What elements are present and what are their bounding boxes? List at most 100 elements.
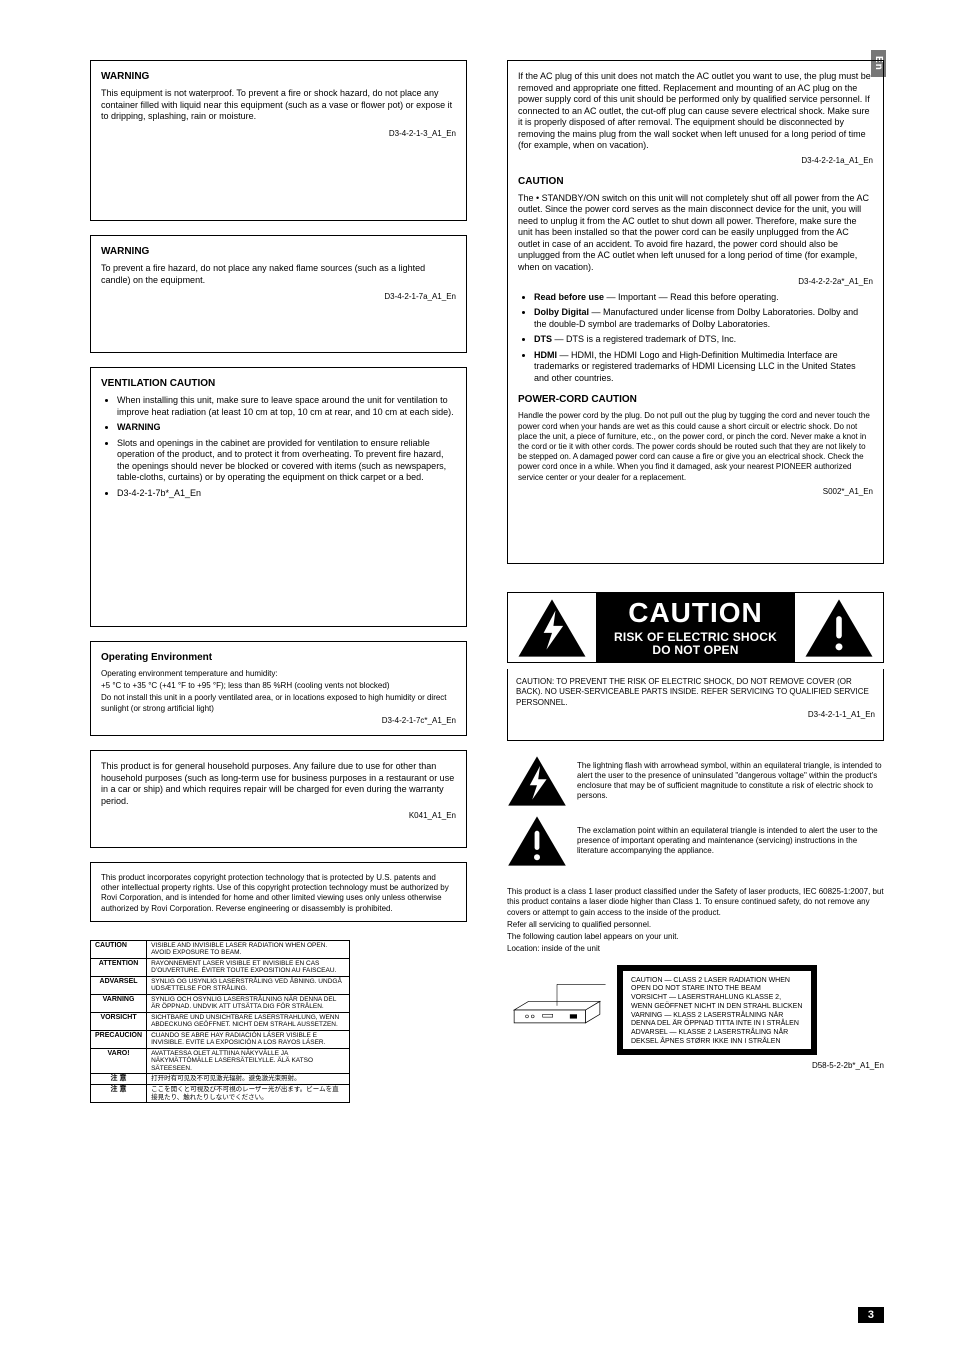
page-number: 3 (858, 1307, 884, 1323)
code: D3-4-2-2-2a*_A1_En (518, 277, 873, 287)
code: D3-4-2-1-1_A1_En (516, 710, 875, 720)
cell-txt: ここを開くと可視及び不可視のレーザー光が出ます。ビームを直接見たり、触れたりしな… (147, 1085, 350, 1103)
desc-text: The exclamation point within an equilate… (577, 826, 884, 857)
cell-txt: CUANDO SE ABRE HAY RADIACIÓN LÁSER VISIB… (147, 1030, 350, 1048)
cell-hd: 注 意 (91, 1074, 147, 1085)
table-row: ATTENTIONRAYONNEMENT LASER VISIBLE ET IN… (91, 958, 350, 976)
panel-household: This product is for general household pu… (90, 750, 467, 848)
excl-triangle-icon (804, 598, 874, 658)
right-column: If the AC plug of this unit does not mat… (507, 60, 884, 1133)
table-row: PRECAUCIÓNCUANDO SE ABRE HAY RADIACIÓN L… (91, 1030, 350, 1048)
heading: VENTILATION CAUTION (101, 378, 456, 389)
panel-ventilation: VENTILATION CAUTION When installing this… (90, 367, 467, 627)
body-text: To prevent a fire hazard, do not place a… (101, 263, 456, 286)
bullet-item: Dolby Digital — Manufactured under licen… (534, 307, 873, 330)
laser-line2: Refer all servicing to qualified personn… (507, 920, 884, 930)
cell-txt: RAYONNEMENT LASER VISIBLE ET INVISIBLE E… (147, 958, 350, 976)
code: K041_A1_En (101, 811, 456, 821)
caution-sub1: RISK OF ELECTRIC SHOCK (614, 631, 777, 644)
device-row: CAUTION — CLASS 2 LASER RADIATION WHEN O… (507, 965, 884, 1055)
symbol-row-bolt: The lightning flash with arrowhead symbo… (507, 755, 884, 807)
code: D3-4-2-1-3_A1_En (101, 129, 456, 139)
bolt-triangle-icon (517, 598, 587, 658)
body-text: This product is for general household pu… (101, 761, 456, 807)
table-row: CAUTIONVISIBLE AND INVISIBLE LASER RADIA… (91, 941, 350, 959)
caution-banner: CAUTION RISK OF ELECTRIC SHOCK DO NOT OP… (507, 592, 884, 663)
device-icon (507, 980, 607, 1040)
subheading: WARNING (117, 422, 161, 432)
panel-warning-water: WARNING This equipment is not waterproof… (90, 60, 467, 221)
table-row: 注 意ここを開くと可視及び不可視のレーザー光が出ます。ビームを直接見たり、触れた… (91, 1085, 350, 1103)
cell-txt: SYNLIG OG USYNLIG LASERSTRÅLING VED ÅBNI… (147, 976, 350, 994)
bullet-item: DTS — DTS is a registered trademark of D… (534, 334, 873, 346)
label-line: VARNING — KLASS 2 LASERSTRÅLNING NÄR DEN… (631, 1012, 803, 1030)
cell-hd: 注 意 (91, 1085, 147, 1103)
caution-block: CAUTION RISK OF ELECTRIC SHOCK DO NOT OP… (507, 592, 884, 867)
cell-txt: 打开时有可见及不可见激光辐射。避免激光束照射。 (147, 1074, 350, 1085)
panel-operating-env: Operating Environment Operating environm… (90, 641, 467, 736)
body-text: CAUTION: TO PREVENT THE RISK OF ELECTRIC… (516, 677, 875, 708)
bullet-label: DTS (534, 334, 552, 344)
bullet-item: When installing this unit, make sure to … (117, 395, 456, 418)
caution-sub2: DO NOT OPEN (652, 644, 738, 657)
table-row: VORSICHTSICHTBARE UND UNSICHTBARE LASERS… (91, 1012, 350, 1030)
laser-block: This product is a class 1 laser product … (507, 885, 884, 1073)
cell-hd: ATTENTION (91, 958, 147, 976)
panel-copyright: This product incorporates copyright prot… (90, 862, 467, 922)
left-column: WARNING This equipment is not waterproof… (90, 60, 467, 1133)
bullet-label: Read before use (534, 292, 604, 302)
cell-txt: AVATTAESSA OLET ALTTIINA NÄKYVÄLLE JA NÄ… (147, 1048, 350, 1073)
bullets: When installing this unit, make sure to … (101, 395, 456, 499)
code: D3-4-2-1-7a_A1_En (101, 292, 456, 302)
caution-body-panel: CAUTION: TO PREVENT THE RISK OF ELECTRIC… (507, 669, 884, 741)
bullet-item: WARNING (117, 422, 456, 434)
label-line: ADVARSEL — KLASSE 2 LASERSTRÅLING NÅR DE… (631, 1029, 803, 1047)
panel-plug-long: If the AC plug of this unit does not mat… (507, 60, 884, 564)
excl-triangle-wrap (795, 593, 883, 662)
laser-label-table: CAUTIONVISIBLE AND INVISIBLE LASER RADIA… (90, 940, 350, 1103)
table-row: VARO!AVATTAESSA OLET ALTTIINA NÄKYVÄLLE … (91, 1048, 350, 1073)
cell-txt: SICHTBARE UND UNSICHTBARE LASERSTRAHLUNG… (147, 1012, 350, 1030)
heading: WARNING (101, 71, 456, 82)
bullet-sub: Important — Read this before operating. (618, 292, 779, 302)
cell-hd: VORSICHT (91, 1012, 147, 1030)
line: +5 °C to +35 °C (+41 °F to +95 °F); less… (101, 681, 456, 691)
line: Operating environment temperature and hu… (101, 669, 456, 679)
bolt-triangle-wrap (508, 593, 596, 662)
black-label: CAUTION — CLASS 2 LASER RADIATION WHEN O… (617, 965, 817, 1055)
panel-warning-fire: WARNING To prevent a fire hazard, do not… (90, 235, 467, 353)
desc-text: The lightning flash with arrowhead symbo… (577, 761, 884, 802)
heading: Operating Environment (101, 652, 456, 663)
bullet-label: Dolby Digital (534, 307, 589, 317)
bolt-triangle-icon (507, 755, 567, 807)
bullet-item: D3-4-2-1-7b*_A1_En (117, 488, 456, 500)
cell-hd: PRECAUCIÓN (91, 1030, 147, 1048)
cell-txt: VISIBLE AND INVISIBLE LASER RADIATION WH… (147, 941, 350, 959)
caution-word: CAUTION (628, 599, 763, 627)
body-text: Handle the power cord by the plug. Do no… (518, 411, 873, 483)
body-text: This equipment is not waterproof. To pre… (101, 88, 456, 123)
feature-bullets: Read before use — Important — Read this … (518, 292, 873, 385)
cell-hd: VARO! (91, 1048, 147, 1073)
cell-hd: ADVARSEL (91, 976, 147, 994)
cell-hd: VARNING (91, 994, 147, 1012)
bullet-item: HDMI — HDMI, the HDMI Logo and High-Defi… (534, 350, 873, 385)
symbol-row-excl: The exclamation point within an equilate… (507, 815, 884, 867)
caution-center: CAUTION RISK OF ELECTRIC SHOCK DO NOT OP… (596, 593, 795, 662)
laser-line1: This product is a class 1 laser product … (507, 887, 884, 918)
cell-txt: SYNLIG OCH OSYNLIG LASERSTRÅLNING NÄR DE… (147, 994, 350, 1012)
table-row: VARNINGSYNLIG OCH OSYNLIG LASERSTRÅLNING… (91, 994, 350, 1012)
laser-label-location: Location: inside of the unit (507, 944, 884, 954)
code: S002*_A1_En (518, 487, 873, 497)
bullet-item: Slots and openings in the cabinet are pr… (117, 438, 456, 484)
label-line: CAUTION — CLASS 2 LASER RADIATION WHEN O… (631, 977, 803, 995)
label-line: VORSICHT — LASERSTRAHLUNG KLASSE 2, WENN… (631, 994, 803, 1012)
heading: POWER-CORD CAUTION (518, 394, 873, 405)
columns: WARNING This equipment is not waterproof… (90, 60, 884, 1133)
page-root: En WARNING This equipment is not waterpr… (0, 0, 954, 1351)
excl-triangle-icon (507, 815, 567, 867)
code: D58-5-2-2b*_A1_En (507, 1061, 884, 1071)
bullet-label: HDMI (534, 350, 557, 360)
heading: CAUTION (518, 176, 873, 187)
bullet-sub: DTS is a registered trademark of DTS, In… (566, 334, 736, 344)
